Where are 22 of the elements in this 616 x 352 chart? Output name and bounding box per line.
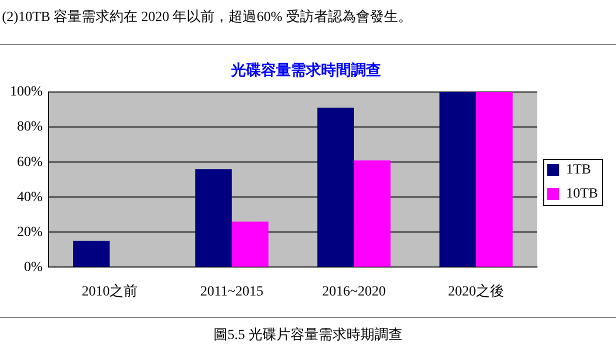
bar xyxy=(354,160,391,267)
y-tick-label: 80% xyxy=(16,120,43,135)
bar xyxy=(317,108,354,267)
y-tick-label: 100% xyxy=(10,84,43,100)
bar xyxy=(476,92,513,267)
x-tick-label: 2016~2020 xyxy=(322,284,386,300)
text: (2)10TB 容量需求約在 2020 年以前，超過60% 受訪者認為會發生。 xyxy=(2,8,412,26)
chart-title: 光碟容量需求時間調查 xyxy=(230,60,381,79)
x-tick-label: 2020之後 xyxy=(448,283,504,300)
x-tick-label: 2010之前 xyxy=(82,283,138,300)
bar xyxy=(73,240,110,267)
y-tick-label: 0% xyxy=(24,260,43,275)
bar xyxy=(195,169,232,267)
y-tick-label: 40% xyxy=(16,190,43,205)
y-tick-label: 60% xyxy=(16,154,43,170)
bar xyxy=(232,222,268,267)
legend-label: 10TB xyxy=(566,186,598,202)
legend-label: 1TB xyxy=(566,162,591,178)
bar xyxy=(439,92,476,267)
x-tick-label: 2011~2015 xyxy=(200,284,264,300)
y-tick-label: 20% xyxy=(16,224,43,240)
caption: 圖5.5 光碟片容量需求時期調查 xyxy=(212,326,404,344)
